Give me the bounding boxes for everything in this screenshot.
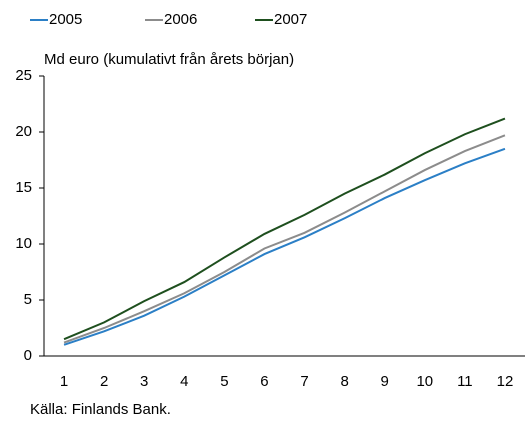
y-tick-label: 0 [24, 347, 32, 364]
legend-label: 2005 [49, 11, 82, 28]
line-series [63, 117, 506, 341]
x-tick-label: 2 [100, 373, 108, 390]
legend-label: 2006 [164, 11, 197, 28]
x-tick-label: 1 [60, 373, 68, 390]
y-tick-label: 25 [15, 67, 32, 84]
x-tick-label: 6 [260, 373, 268, 390]
x-tick-label: 10 [416, 373, 433, 390]
x-tick-label: 12 [497, 373, 514, 390]
y-tick-label: 10 [15, 235, 32, 252]
y-tick-label: 5 [24, 291, 32, 308]
x-tick-label: 8 [340, 373, 348, 390]
y-axis-label: Md euro (kumulativt från årets början) [44, 51, 294, 68]
line-series [63, 134, 506, 344]
x-tick-label: 9 [381, 373, 389, 390]
x-tick-label: 3 [140, 373, 148, 390]
line-series [63, 147, 506, 346]
y-tick-label: 20 [15, 123, 32, 140]
x-tick-label: 7 [300, 373, 308, 390]
y-tick-label: 15 [15, 179, 32, 196]
x-tick-label: 11 [457, 373, 473, 390]
x-tick-label: 5 [220, 373, 228, 390]
source-note: Källa: Finlands Bank. [30, 401, 171, 418]
legend-label: 2007 [274, 11, 307, 28]
x-tick-label: 4 [180, 373, 188, 390]
